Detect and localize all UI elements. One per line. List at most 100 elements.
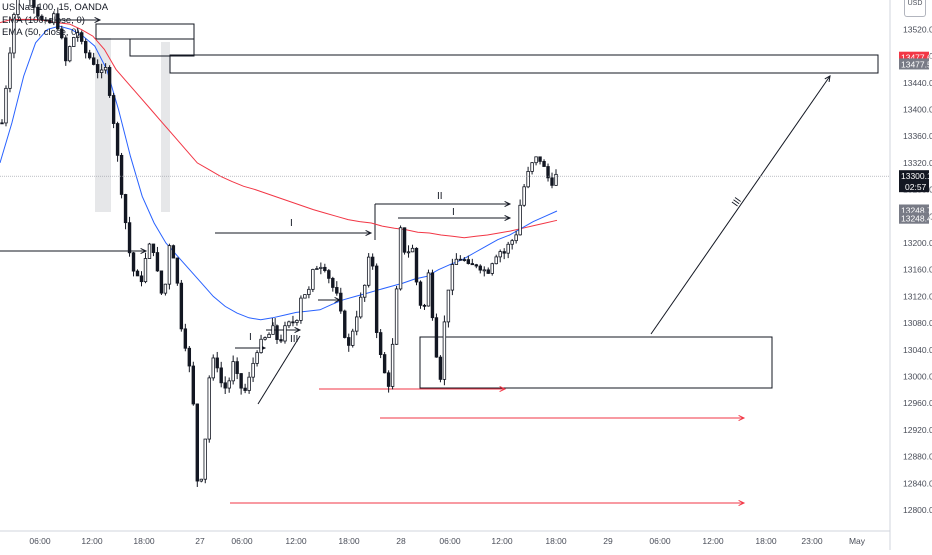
price-tag [899, 170, 929, 193]
chart-legend[interactable]: US Nas 100, 15, OANDA EMA (100, close, 0… [2, 2, 108, 40]
symbol-legend[interactable]: US Nas 100, 15, OANDA [2, 2, 109, 13]
candle-up [99, 69, 104, 74]
candle-down [434, 317, 439, 358]
price-tag-label: 13300.1 [901, 171, 932, 181]
resistance-zone-box [169, 54, 879, 74]
time-tick-label: 23:00 [801, 536, 823, 546]
candle-down [538, 156, 542, 162]
candle-up [442, 321, 447, 380]
time-tick-label: 06:00 [649, 536, 671, 546]
candle-up [203, 438, 207, 480]
candle-up [199, 478, 203, 482]
candle-up [271, 325, 275, 335]
time-tick-label: 12:00 [285, 536, 307, 546]
price-tag [899, 58, 929, 70]
candle-up [390, 343, 395, 387]
price-tag-label: 13477.6 [901, 53, 932, 63]
time-tick-label: 18:00 [755, 536, 777, 546]
price-tag-label: 13248.7 [901, 205, 932, 215]
candles [0, 0, 558, 487]
candle-up [394, 288, 399, 345]
candle-down [183, 328, 188, 349]
candle-up [482, 269, 486, 272]
candle-down [151, 243, 156, 253]
price-tick-label: 13400.0 [903, 105, 932, 115]
candle-down [32, 0, 36, 8]
wave-i-right-arrow-head [504, 214, 512, 222]
candle-down [235, 361, 239, 374]
candle-up [267, 333, 271, 338]
candle-down [123, 194, 128, 224]
candle-down [239, 373, 243, 389]
candle-up [287, 321, 291, 327]
candle-down [374, 265, 379, 333]
target-arrow-3-head [738, 499, 746, 507]
candle-up [311, 269, 315, 290]
candle-up [4, 87, 8, 124]
price-tag-countdown: 02:57 [905, 182, 927, 192]
candle-down [179, 282, 184, 330]
candle-up [299, 297, 303, 321]
price-axis[interactable]: 12800.0 12840.0 12880.0 12920.0 12960.0 13000… [903, 24, 932, 515]
time-tick-label: May [849, 536, 866, 546]
candle-up [147, 243, 152, 259]
candle-down [386, 372, 391, 387]
candle-up [554, 173, 558, 186]
candle-down [127, 222, 132, 254]
wave-label-i-mid: I [290, 218, 293, 229]
candle-down [378, 332, 383, 355]
ema100-legend[interactable]: EMA (100, close, 0) [2, 14, 85, 26]
candle-up [259, 338, 263, 354]
top-arrow-head [94, 16, 102, 24]
candle-up [295, 319, 299, 323]
target-arrow-1-head [499, 385, 507, 393]
candle-down [458, 258, 463, 261]
candle-up [167, 245, 172, 285]
price-tag-label: 13248.4 [901, 214, 932, 224]
candle-down [347, 337, 351, 346]
candle-down [64, 37, 68, 62]
drawing-lines[interactable] [0, 16, 831, 507]
time-axis[interactable]: 06:00 12:00 18:00 27 06:00 12:00 18:00 28 06:00 1… [29, 536, 865, 546]
candle-up [227, 380, 231, 389]
candle-down [331, 277, 335, 288]
ema50-line [0, 25, 558, 321]
candle-up [76, 32, 80, 38]
candle-down [430, 272, 435, 319]
candle-up [454, 258, 459, 265]
candle-down [44, 19, 48, 22]
candle-down [107, 67, 112, 96]
demand-zone-box [419, 336, 773, 389]
ema100-line [0, 18, 558, 239]
candle-down [546, 166, 550, 179]
drawing-boxes[interactable] [95, 23, 879, 389]
ema-lines [0, 18, 558, 321]
candle-up [355, 316, 359, 332]
top-zone-box [129, 38, 195, 57]
candle-down [478, 265, 482, 271]
wave-iii-projection-arrow [650, 75, 831, 335]
candle-down [418, 281, 423, 306]
price-tick-label: 12880.0 [903, 452, 932, 462]
price-tick-label: 13440.0 [903, 78, 932, 88]
wave-ii-arrow-head [504, 200, 512, 208]
candle-down [119, 154, 124, 195]
candle-up [283, 325, 287, 342]
candle-down [550, 177, 554, 186]
candle-up [72, 37, 76, 47]
candle-down [486, 269, 490, 274]
candle-down [139, 275, 144, 283]
candle-up [410, 247, 415, 253]
candle-up [522, 186, 526, 206]
candle-up [506, 243, 510, 254]
candle-up [307, 288, 311, 295]
price-tick-label: 13000.0 [903, 372, 932, 382]
wave-label-iii-main: III [730, 196, 744, 209]
candle-down [382, 354, 387, 374]
ema50-legend[interactable]: EMA (50, close, 0) [2, 27, 80, 38]
currency-badge[interactable]: USD [904, 0, 926, 17]
candle-down [219, 367, 223, 384]
price-tag [899, 51, 929, 63]
